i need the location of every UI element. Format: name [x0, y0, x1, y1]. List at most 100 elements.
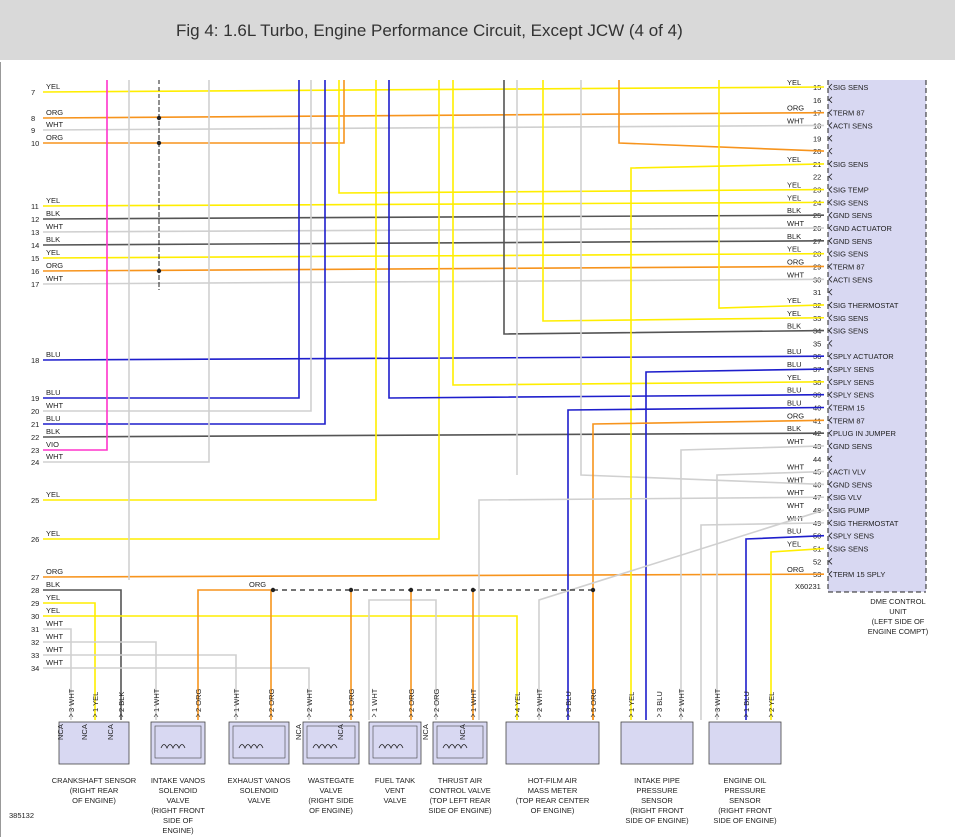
connector-id: X60231 [795, 582, 821, 591]
wire-yel [43, 602, 96, 720]
splice-dot [590, 587, 596, 593]
left-wire-number: 11 [31, 202, 39, 211]
dme-pin-function: ACTI SENS [833, 275, 873, 284]
pin-chevron [536, 713, 542, 718]
left-wire-color: BLK [46, 209, 60, 218]
pin-chevron [828, 237, 833, 245]
wiring-diagram: 7 YEL 8 ORG 9 WHT 10 ORG 11 YEL 12 BLK 13 WHT 14 BLK 15 Y… [0, 62, 955, 837]
pin-chevron [268, 713, 274, 718]
wire-org [42, 573, 825, 578]
wire-wht [42, 227, 825, 233]
dme-pin-function: SIG SENS [833, 545, 868, 554]
component-label: PRESSURE [724, 786, 765, 795]
dme-pin-function: GND SENS [833, 442, 872, 451]
component-intake-pipe [620, 721, 694, 765]
left-wire-color: ORG [46, 108, 63, 117]
pin-chevron [678, 713, 684, 718]
component-label: SIDE OF [163, 816, 193, 825]
left-wire-color: WHT [46, 452, 63, 461]
pin-chevron [828, 301, 833, 309]
nca-label: NCA [294, 724, 303, 740]
pin-chevron [828, 378, 833, 386]
left-wire-color: WHT [46, 274, 63, 283]
left-wire-color: WHT [46, 401, 63, 410]
component-label: OF ENGINE) [531, 806, 575, 815]
left-wire-number: 9 [31, 126, 35, 135]
dme-pin-number: 31 [813, 288, 821, 297]
wire-yel [770, 547, 825, 720]
pin-chevron [828, 134, 833, 142]
dme-pin-wire-color: YEL [787, 373, 801, 382]
dme-pin-wire-color: BLK [787, 232, 801, 241]
wire-wht [716, 470, 825, 720]
dme-pin-wire-color: BLU [787, 386, 802, 395]
component-thrust-air [432, 721, 488, 765]
dme-pin-wire-color: YEL [787, 181, 801, 190]
dme-pin-function: SPLY ACTUATOR [833, 352, 894, 361]
component-label: SOLENOID [240, 786, 279, 795]
pin-chevron [714, 713, 720, 718]
left-wire-color: YEL [46, 593, 60, 602]
component-label: (TOP REAR CENTER [516, 796, 590, 805]
dme-pin-function: GND SENS [833, 211, 872, 220]
wire-wht [43, 628, 72, 720]
wire-wht [43, 654, 237, 720]
dme-module-label: ENGINE COMPT) [868, 627, 929, 636]
left-wire-color: VIO [46, 440, 59, 449]
wire-wht [538, 509, 825, 720]
dme-pin-function: TERM 15 [833, 404, 865, 413]
dme-pin-wire-color: BLK [787, 206, 801, 215]
wire-wht [42, 278, 825, 285]
component-label: (RIGHT SIDE [308, 796, 353, 805]
pin-chevron [828, 493, 833, 501]
wire-wht [368, 599, 437, 720]
nca-label: NCA [56, 724, 65, 740]
component-exhaust-vanos [228, 721, 290, 765]
left-wire-color: BLK [46, 235, 60, 244]
dme-pin-wire-color: YEL [787, 540, 801, 549]
pin-chevron [828, 506, 833, 514]
dme-pin-wire-color: BLK [787, 322, 801, 331]
pin-chevron [118, 713, 124, 718]
solenoid-frame [306, 725, 356, 759]
dme-pin-function: TERM 15 SPLY [833, 570, 885, 579]
solenoid-frame [232, 725, 286, 759]
pin-chevron [565, 713, 571, 718]
dme-pin-wire-color: BLU [787, 347, 802, 356]
splice-dot [470, 587, 476, 593]
wire-yel [42, 201, 825, 207]
dme-pin-function: GND ACTUATOR [833, 224, 892, 233]
dme-pin-wire-color: YEL [787, 193, 801, 202]
wire-wht [42, 124, 825, 131]
dme-pin-function: SPLY SENS [833, 532, 874, 541]
dme-pin-wire-color: WHT [787, 437, 804, 446]
pin-chevron [828, 365, 833, 373]
left-wire-number: 28 [31, 586, 39, 595]
pin-chevron [828, 352, 833, 360]
dme-module-label: UNIT [889, 607, 907, 616]
dme-pin-wire-color: WHT [787, 116, 804, 125]
wire-org [42, 265, 825, 272]
component-label: VALVE [319, 786, 342, 795]
left-wire-color: BLU [46, 414, 61, 423]
dme-pin-number: 35 [813, 339, 821, 348]
dme-pin-function: SIG TEMP [833, 186, 869, 195]
pin-chevron [68, 713, 74, 718]
left-wire-color: WHT [46, 632, 63, 641]
wiring-diagram-canvas: 7 YEL 8 ORG 9 WHT 10 ORG 11 YEL 12 BLK 13 WHT 14 BLK 15 Y… [9, 78, 929, 835]
wire-blu [43, 80, 326, 425]
dme-pin-number: 19 [813, 134, 821, 143]
pin-chevron [828, 455, 833, 463]
component-label: CRANKSHAFT SENSOR [52, 776, 137, 785]
component-label: THRUST AIR [438, 776, 483, 785]
pin-chevron [153, 713, 159, 718]
wire-yel [43, 615, 518, 720]
nca-label: NCA [421, 724, 430, 740]
splice-dot [348, 587, 354, 593]
pin-chevron [470, 713, 476, 718]
dme-pin-function: SIG SENS [833, 83, 868, 92]
component-label: HOT-FILM AIR [528, 776, 578, 785]
pin-chevron [828, 391, 833, 398]
wire-wht [43, 80, 210, 463]
dme-pin-function: TERM 87 [833, 109, 865, 118]
